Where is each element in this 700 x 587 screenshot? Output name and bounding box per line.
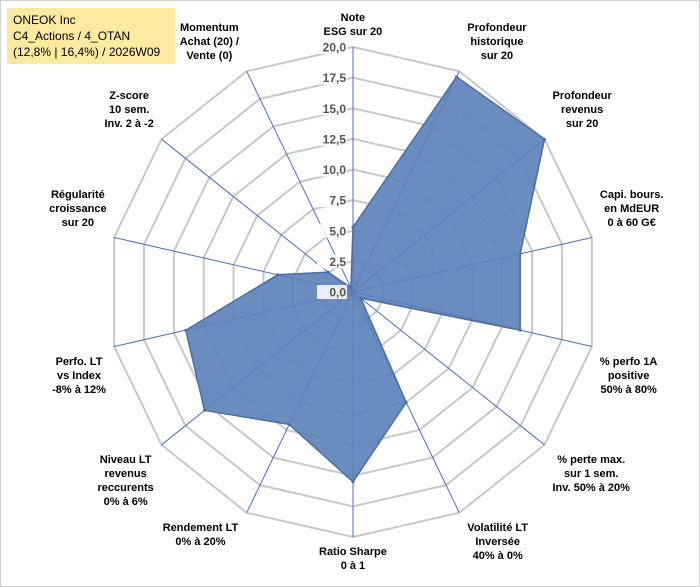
data-point-11 [276,273,280,277]
category-label-13-line-1: Achat (20) / [179,36,239,49]
tick-label-7: 17,5 [323,71,347,85]
category-label-3-line-0: Capi. bours. [599,188,664,201]
category-label-13: Momentum Achat (20) / Vente (0) [180,21,239,63]
tick-label-4: 10,0 [323,163,347,177]
category-label-5-line-2: Inv. 50% à 20% [552,481,630,494]
category-label-4: % perfo 1A positive 50% à 80% [600,355,657,397]
data-point-3 [518,252,522,256]
category-label-0-line-0: Note [340,12,366,24]
data-point-8 [287,422,291,426]
portfolio-name: C4_Actions / 4_OTAN [13,29,131,43]
data-point-5 [359,296,363,300]
data-point-12 [326,270,330,274]
category-label-2-line-2: sur 20 [565,118,599,131]
category-label-5-line-1: sur 1 sem. [564,467,619,480]
performance-week: (12,8% | 16,4%) / 2026W09 [13,45,161,59]
category-label-12-line-1: 10 sem. [108,104,150,117]
category-label-9-line-2: reccurents [97,481,154,494]
category-label-11-line-0: Régularité [50,188,105,201]
category-label-2-line-1: revenus [561,104,604,117]
category-label-6-line-1: Inversée [475,535,520,548]
category-label-11: Régularité croissance sur 20 [49,188,106,230]
data-point-13 [349,286,353,290]
category-label-0: Note ESG sur 20 [324,11,383,39]
category-label-2-line-0: Profondeur [552,90,612,103]
category-label-2: Profondeur revenus sur 20 [553,89,612,131]
category-label-9-line-1: revenus [104,467,147,480]
tick-bg-7 [317,70,347,85]
tick-label-8: 20,0 [323,41,347,55]
data-point-2 [543,137,546,141]
data-point-7 [351,480,355,484]
category-label-6-line-0: Volatilité LT [467,521,529,534]
tick-bg-3 [317,193,347,208]
category-label-12-line-0: Z-score [109,90,150,103]
category-label-3-line-1: en MdEUR [604,202,660,215]
category-label-1-line-0: Profondeur [467,22,527,35]
category-label-11-line-2: sur 20 [61,216,95,229]
category-label-6: Volatilité LT Inversée 40% à 0% [467,521,528,563]
category-label-3-line-2: 0 à 60 G€ [607,216,656,229]
tick-bg-4 [317,162,347,177]
spoke-5 [352,291,545,446]
data-point-6 [404,400,408,404]
category-label-7-line-0: Ratio Sharpe [319,546,387,558]
category-label-3: Capi. bours. en MdEUR 0 à 60 G€ [600,188,664,230]
category-label-4-line-0: % perfo 1A [599,355,658,368]
category-label-13-line-2: Vente (0) [186,50,233,63]
category-label-6-line-2: 40% à 0% [472,549,523,562]
tick-bg-5 [317,131,347,146]
series-layer [184,75,546,484]
category-label-1-line-1: historique [470,36,524,49]
category-label-4-line-2: 50% à 80% [600,383,657,396]
category-label-11-line-1: croissance [49,202,107,215]
category-label-12-line-2: Inv. 2 à -2 [104,118,154,131]
category-label-10: Perfo. LT vs Index -8% à 12% [52,355,106,397]
chart-header-box: ONEOK Inc C4_Actions / 4_OTAN (12,8% | 1… [7,8,175,64]
category-label-4-line-1: positive [607,369,650,382]
category-label-9-line-3: 0% à 6% [103,495,148,508]
tick-label-5: 12,5 [323,132,347,146]
category-label-7-line-1: 0 à 1 [340,560,366,572]
category-label-13-line-0: Momentum [180,22,239,35]
data-point-0 [351,225,355,229]
category-label-8-line-0: Rendement LT [162,521,239,534]
category-label-1: Profondeur historique sur 20 [467,21,526,63]
category-label-5: % perte max. sur 1 sem. Inv. 50% à 20% [553,453,630,495]
category-label-0-line-1: ESG sur 20 [323,26,383,38]
category-label-9: Niveau LT revenus reccurents 0% à 6% [98,453,154,509]
company-name: ONEOK Inc [13,13,76,27]
category-label-8-line-1: 0% à 20% [175,535,226,548]
tick-bg-1 [317,254,347,269]
category-label-10-line-1: vs Index [56,369,102,382]
data-point-1 [455,75,459,79]
tick-layer: 0,0 2,5 5,0 7,5 10,0 12,5 15,0 17,5 20,0 [317,40,347,300]
data-point-4 [518,328,522,332]
data-point-10 [184,328,188,332]
tick-bg-0 [317,285,347,299]
tick-label-3: 7,5 [329,194,346,208]
data-point-9 [203,408,206,412]
tick-label-1: 2,5 [329,255,346,269]
category-label-1-line-2: sur 20 [480,50,514,63]
tick-label-6: 15,0 [323,102,347,116]
category-label-5-line-0: % perte max. [557,453,626,466]
tick-label-0: 0,0 [329,286,346,300]
category-label-7: Ratio Sharpe 0 à 1 [319,545,387,573]
tick-bg-8 [317,40,347,54]
series-area-0 [184,75,546,484]
tick-bg-2 [317,223,347,238]
category-label-8: Rendement LT 0% à 20% [163,521,239,549]
category-label-12: Z-score 10 sem. Inv. 2 à -2 [105,89,154,131]
category-label-10-line-0: Perfo. LT [55,355,103,368]
tick-bg-6 [317,101,347,116]
category-label-9-line-0: Niveau LT [99,453,152,466]
category-label-10-line-2: -8% à 12% [52,383,106,396]
tick-label-2: 5,0 [329,224,346,238]
